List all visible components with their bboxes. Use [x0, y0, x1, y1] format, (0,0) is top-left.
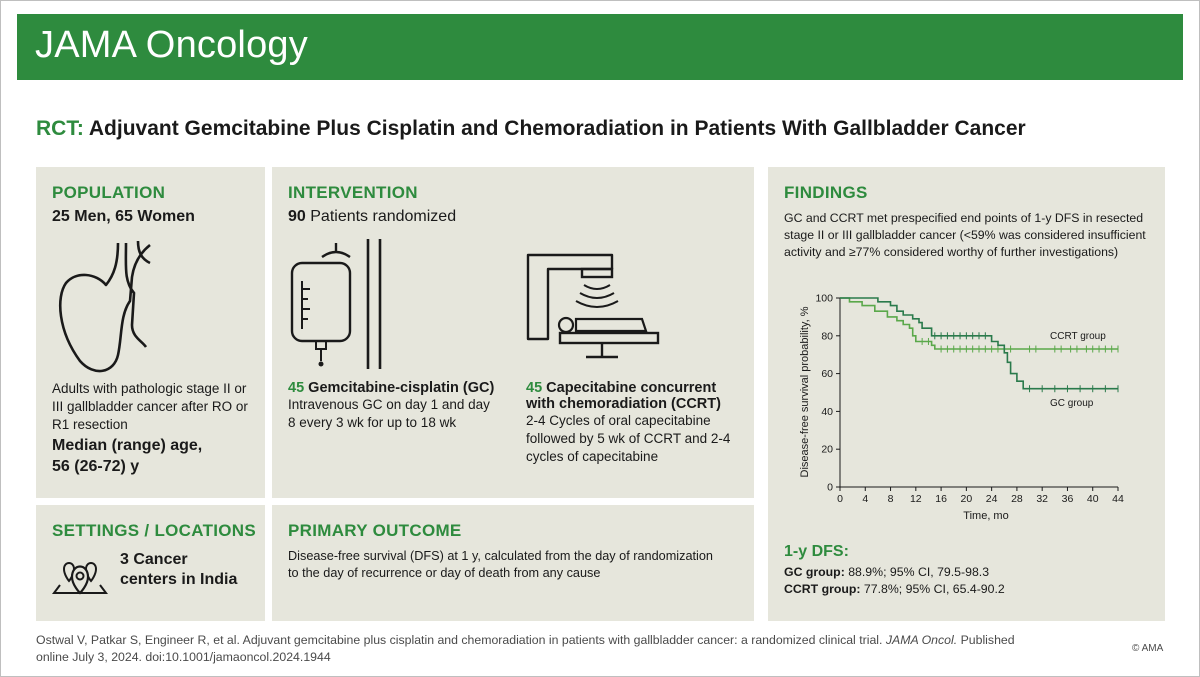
findings-panel: FINDINGS GC and CCRT met prespecified en… — [768, 167, 1165, 621]
ccrt-arm-line: cycles of capecitabine — [526, 449, 659, 464]
x-tick-label: 4 — [862, 493, 868, 505]
findings-line: GC and CCRT met prespecified end points … — [784, 211, 1144, 225]
population-panel: POPULATION 25 Men, 65 Women Adults with … — [36, 167, 265, 498]
gc-result-text: 88.9%; 95% CI, 79.5-98.3 — [844, 565, 990, 579]
dfs-heading: 1-y DFS: — [784, 543, 849, 560]
journal-name: JAMA Oncology — [35, 24, 308, 66]
population-line: III gallbladder cancer after RO or — [52, 399, 248, 414]
chart-series — [840, 297, 1119, 393]
randomized-number: 90 — [288, 208, 306, 225]
y-tick-label: 0 — [827, 482, 833, 494]
ccrt-arm-title: 45 Capecitabine concurrent — [526, 380, 751, 396]
title-prefix: RCT: — [36, 117, 84, 140]
iv-bag-icon — [290, 239, 382, 369]
findings-line: stage II or III gallbladder cancer (<59%… — [784, 228, 1146, 242]
series-label-ccrt: CCRT group — [1050, 331, 1106, 342]
title-text: Adjuvant Gemcitabine Plus Cisplatin and … — [83, 117, 1026, 140]
gc-result: GC group: 88.9%; 95% CI, 79.5-98.3 — [784, 565, 989, 579]
x-tick-label: 12 — [910, 493, 922, 505]
gc-arm-title: 45 Gemcitabine-cisplatin (GC) — [288, 380, 518, 396]
x-tick-label: 40 — [1087, 493, 1099, 505]
randomized-text: Patients randomized — [305, 208, 457, 225]
y-tick-label: 60 — [821, 368, 833, 380]
page-title: RCT: Adjuvant Gemcitabine Plus Cisplatin… — [36, 117, 1026, 141]
y-axis-label: Disease-free survival probability, % — [799, 306, 811, 477]
gc-arm-label: Gemcitabine-cisplatin (GC) — [304, 380, 495, 396]
settings-line: 3 Cancer — [120, 551, 188, 568]
gc-arm-line: Intravenous GC on day 1 and day — [288, 397, 490, 412]
findings-heading: FINDINGS — [784, 183, 868, 202]
gallbladder-icon — [58, 240, 151, 373]
median-age-line: 56 (26-72) y — [52, 458, 140, 475]
randomized-line: 90 Patients randomized — [288, 208, 456, 226]
journal-header: JAMA Oncology — [17, 14, 1183, 80]
map-pins-icon — [52, 562, 108, 595]
primary-outcome-line: Disease-free survival (DFS) at 1 y, calc… — [288, 549, 713, 563]
radiation-machine-icon — [526, 253, 660, 359]
y-tick-label: 40 — [821, 406, 833, 418]
x-tick-label: 8 — [888, 493, 894, 505]
series-line-ccrt — [840, 297, 1118, 350]
median-age-line: Median (range) age, — [52, 437, 203, 454]
primary-outcome-heading: PRIMARY OUTCOME — [288, 521, 462, 540]
ccrt-arm: 45 Capecitabine concurrent with chemorad… — [526, 380, 751, 466]
median-age: Median (range) age, 56 (26-72) y — [52, 435, 202, 477]
ccrt-arm-label-2: with chemoradiation (CCRT) — [526, 396, 721, 412]
x-tick-label: 24 — [986, 493, 998, 505]
ccrt-result-label: CCRT group: — [784, 582, 861, 596]
intervention-heading: INTERVENTION — [288, 183, 418, 202]
ccrt-result-text: 77.8%; 95% CI, 65.4-90.2 — [860, 582, 1005, 596]
km-chart: 0 4 8 12 16 20 24 28 32 36 40 44 0 20 40 60 80 100 Time, … — [799, 293, 1124, 523]
settings-line: centers in India — [120, 571, 238, 588]
primary-outcome-line: to the day of recurrence or day of death… — [288, 566, 601, 580]
settings-heading: SETTINGS / LOCATIONS — [52, 521, 257, 540]
chart-axes: 0 4 8 12 16 20 24 28 32 36 40 44 0 20 40 60 80 100 — [815, 293, 1124, 506]
intervention-panel: INTERVENTION 90 Patients randomized 45 G… — [272, 167, 754, 498]
ccrt-result: CCRT group: 77.8%; 95% CI, 65.4-90.2 — [784, 582, 1005, 596]
x-tick-label: 28 — [1011, 493, 1023, 505]
population-heading: POPULATION — [52, 183, 166, 202]
settings-text: 3 Cancer centers in India — [120, 550, 237, 590]
population-line: Adults with pathologic stage II or — [52, 381, 247, 396]
y-tick-label: 80 — [821, 330, 833, 342]
settings-panel: SETTINGS / LOCATIONS 3 Cancer centers in… — [36, 505, 265, 621]
ccrt-arm-line: 2-4 Cycles of oral capecitabine — [526, 413, 711, 428]
series-label-gc: GC group — [1050, 398, 1094, 409]
findings-line: activity and ≥77% considered worthy of f… — [784, 245, 1119, 259]
findings-text: GC and CCRT met prespecified end points … — [784, 210, 1162, 261]
population-description: Adults with pathologic stage II or III g… — [52, 380, 257, 434]
x-tick-label: 36 — [1062, 493, 1074, 505]
primary-outcome-panel: PRIMARY OUTCOME Disease-free survival (D… — [272, 505, 754, 621]
series-line-gc — [840, 297, 1118, 390]
x-tick-label: 32 — [1036, 493, 1048, 505]
x-tick-label: 0 — [837, 493, 843, 505]
citation-journal: JAMA Oncol. — [885, 633, 958, 647]
x-tick-label: 16 — [935, 493, 947, 505]
ccrt-arm-line: followed by 5 wk of CCRT and 2-4 — [526, 431, 731, 446]
gc-arm-number: 45 — [288, 380, 305, 396]
gc-arm-line: 8 every 3 wk for up to 18 wk — [288, 415, 457, 430]
ccrt-arm-label: Capecitabine concurrent — [542, 380, 717, 396]
citation-text: Ostwal V, Patkar S, Engineer R, et al. A… — [36, 633, 886, 647]
primary-outcome-text: Disease-free survival (DFS) at 1 y, calc… — [288, 548, 750, 582]
gc-result-label: GC group: — [784, 565, 845, 579]
citation-published: Published online July 3, 2024. doi:10.10… — [36, 633, 1015, 664]
y-tick-label: 100 — [815, 293, 833, 305]
copyright: © AMA — [1132, 643, 1164, 654]
citation: Ostwal V, Patkar S, Engineer R, et al. A… — [36, 632, 1046, 666]
x-tick-label: 44 — [1112, 493, 1124, 505]
x-axis-label: Time, mo — [963, 510, 1008, 522]
y-tick-label: 20 — [821, 444, 833, 456]
x-tick-label: 20 — [961, 493, 973, 505]
ccrt-arm-number: 45 — [526, 380, 543, 396]
population-counts: 25 Men, 65 Women — [52, 208, 195, 225]
gc-arm: 45 Gemcitabine-cisplatin (GC) Intravenou… — [288, 380, 518, 432]
population-line: R1 resection — [52, 417, 128, 432]
